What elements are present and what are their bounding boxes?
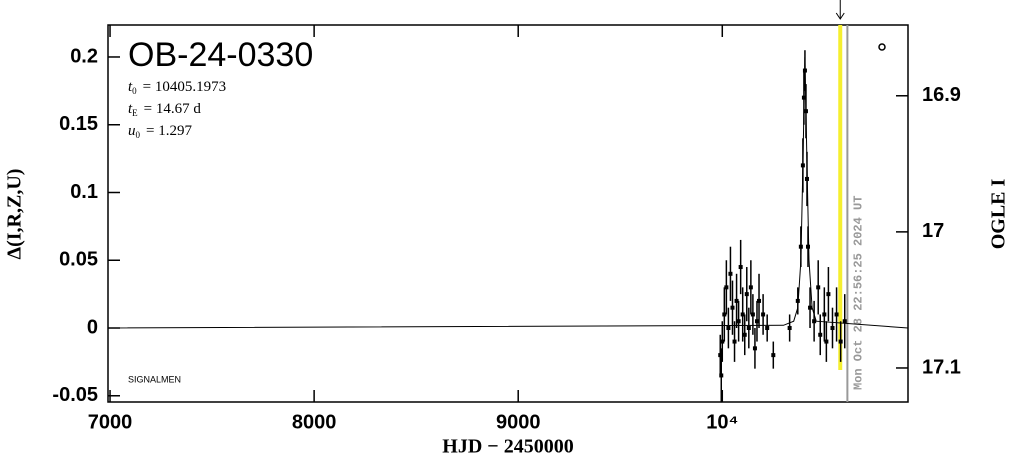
data-point — [750, 312, 755, 317]
parameter: u0 = 1.297 — [128, 123, 192, 140]
data-point — [732, 339, 737, 344]
x-tick-label: 7000 — [88, 411, 133, 433]
data-point — [719, 373, 724, 378]
data-point — [754, 319, 759, 324]
y-tick-label: 0.05 — [59, 249, 98, 271]
data-point — [816, 285, 821, 290]
data-point — [771, 353, 776, 358]
model-curve — [107, 56, 909, 329]
data-point — [724, 285, 729, 290]
y-axis-label: Δ(I,R,Z,U) — [4, 169, 26, 260]
data-point — [812, 319, 817, 324]
data-point — [752, 346, 757, 351]
timestamp: Mon Oct 28 22:56:25 2024 UT — [852, 196, 866, 390]
y-tick-label: -0.05 — [52, 384, 98, 406]
data-point — [798, 244, 803, 249]
chart-title: OB-24-0330 — [128, 36, 313, 74]
parameter: t0 = 10405.1973 — [128, 79, 226, 96]
data-point — [740, 312, 745, 317]
data-point — [746, 326, 751, 331]
data-point — [738, 265, 743, 270]
data-point — [761, 312, 766, 317]
data-point — [822, 312, 827, 317]
data-point — [722, 312, 727, 317]
data-point — [806, 244, 810, 249]
data-point — [728, 271, 733, 276]
data-point — [720, 339, 725, 344]
param-symbol: t — [128, 101, 133, 117]
param-symbol: t — [128, 79, 133, 95]
param-value: = 14.67 d — [144, 101, 202, 117]
plot-frame — [107, 24, 909, 403]
y2-tick-label: 17.1 — [922, 356, 961, 378]
y2-tick-label: 16.9 — [922, 84, 961, 106]
x-tick-label: 9000 — [496, 411, 541, 433]
data-point — [757, 298, 762, 303]
data-point — [726, 326, 731, 331]
y2-tick-label: 17 — [922, 220, 944, 242]
arrow-head — [835, 12, 845, 20]
data-point — [826, 292, 831, 297]
source-note: SIGNALMEN — [128, 374, 181, 384]
data-point — [765, 326, 770, 331]
data-point — [808, 305, 813, 310]
data-point — [734, 298, 739, 303]
y-tick-label: 0 — [87, 316, 98, 338]
param-subscript: 0 — [136, 130, 141, 140]
data-point — [801, 95, 806, 100]
data-point — [744, 292, 749, 297]
data-point — [818, 332, 823, 337]
data-point — [824, 339, 829, 344]
x-tick-label: 8000 — [292, 411, 337, 433]
param-value: = 10405.1973 — [143, 79, 226, 95]
data-point — [795, 298, 800, 303]
data-point — [718, 353, 723, 358]
data-point — [802, 68, 807, 73]
data-point — [838, 339, 843, 344]
data-point — [730, 305, 735, 310]
data-point — [842, 319, 847, 324]
parameter: tE = 14.67 d — [128, 101, 201, 118]
y-tick-label: 0.15 — [59, 113, 98, 135]
data-point — [742, 332, 747, 337]
data-point — [800, 163, 805, 168]
y-tick-label: 0.2 — [70, 45, 98, 67]
data-point — [748, 285, 753, 290]
data-point — [834, 312, 839, 317]
x-axis-label: HJD − 2450000 — [442, 436, 573, 458]
data-point — [804, 176, 809, 181]
y2-axis-label: OGLE I — [988, 178, 1010, 249]
x-tick-label: 10⁴ — [706, 411, 738, 433]
param-subscript: 0 — [132, 86, 137, 96]
param-subscript: E — [132, 108, 138, 118]
param-symbol: u — [128, 123, 136, 139]
symbol-marker — [878, 43, 886, 51]
param-value: = 1.297 — [146, 123, 192, 139]
data-point — [787, 326, 792, 331]
y-tick-label: 0.1 — [70, 181, 98, 203]
data-point — [803, 109, 808, 114]
data-point — [830, 326, 835, 331]
data-point — [736, 319, 741, 324]
